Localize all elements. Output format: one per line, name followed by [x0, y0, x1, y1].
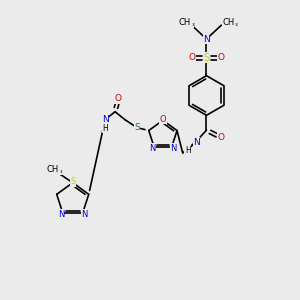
- Text: H: H: [102, 124, 108, 133]
- Text: CH: CH: [47, 165, 59, 174]
- Text: ₃: ₃: [191, 21, 194, 27]
- Text: O: O: [218, 133, 225, 142]
- Text: N: N: [81, 210, 88, 219]
- Text: S: S: [203, 53, 209, 63]
- Text: ₃: ₃: [60, 169, 62, 174]
- Text: ₃: ₃: [235, 21, 238, 27]
- Text: N: N: [102, 115, 109, 124]
- Text: S: S: [70, 177, 75, 186]
- Text: N: N: [149, 144, 155, 153]
- Text: S: S: [134, 123, 140, 132]
- Text: O: O: [188, 53, 195, 62]
- Text: N: N: [203, 34, 210, 43]
- Text: CH: CH: [178, 18, 191, 27]
- Text: H: H: [185, 146, 191, 154]
- Text: O: O: [160, 115, 166, 124]
- Text: O: O: [115, 94, 122, 103]
- Text: CH: CH: [222, 18, 234, 27]
- Text: N: N: [58, 210, 64, 219]
- Text: O: O: [218, 53, 225, 62]
- Text: N: N: [193, 138, 200, 147]
- Text: N: N: [170, 144, 177, 153]
